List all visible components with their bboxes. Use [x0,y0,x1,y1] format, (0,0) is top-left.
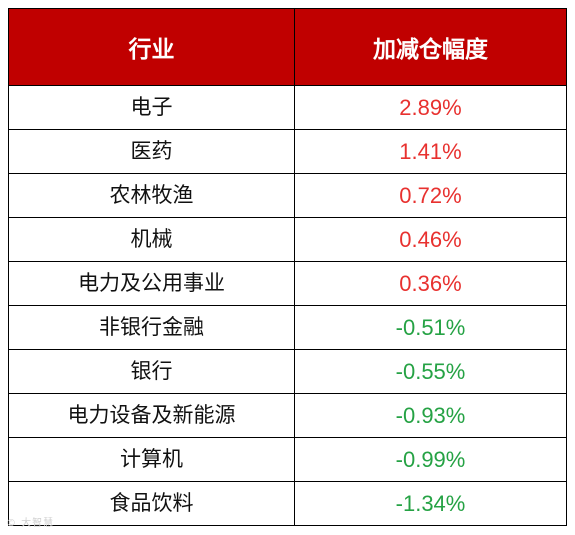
table-row: 银行 -0.55% [8,349,567,394]
table-row: 电力设备及新能源 -0.93% [8,393,567,438]
change-cell: 0.72% [294,173,567,218]
change-cell: -0.51% [294,305,567,350]
industry-cell: 电力及公用事业 [8,261,295,306]
table-row: 电力及公用事业 0.36% [8,261,567,306]
table-header-row: 行业 加减仓幅度 [8,8,567,86]
industry-cell: 机械 [8,217,295,262]
header-industry: 行业 [8,8,295,86]
industry-cell: 非银行金融 [8,305,295,350]
table-row: 农林牧渔 0.72% [8,173,567,218]
table-row: 电子 2.89% [8,85,567,130]
header-change: 加减仓幅度 [294,8,567,86]
watermark: © 大智慧 [6,518,55,529]
industry-cell: 医药 [8,129,295,174]
table-row: 非银行金融 -0.51% [8,305,567,350]
change-cell: -0.99% [294,437,567,482]
change-cell: -0.55% [294,349,567,394]
change-cell: 1.41% [294,129,567,174]
table-row: 医药 1.41% [8,129,567,174]
industry-cell: 食品饮料 [8,481,295,526]
industry-position-table: 行业 加减仓幅度 电子 2.89% 医药 1.41% 农林牧渔 0.72% 机械… [8,8,567,526]
table-row: 计算机 -0.99% [8,437,567,482]
industry-cell: 电力设备及新能源 [8,393,295,438]
change-cell: 0.46% [294,217,567,262]
industry-cell: 电子 [8,85,295,130]
table-row: 机械 0.46% [8,217,567,262]
industry-cell: 农林牧渔 [8,173,295,218]
industry-cell: 银行 [8,349,295,394]
change-cell: 0.36% [294,261,567,306]
change-cell: -0.93% [294,393,567,438]
change-cell: -1.34% [294,481,567,526]
change-cell: 2.89% [294,85,567,130]
industry-cell: 计算机 [8,437,295,482]
table-row: 食品饮料 -1.34% [8,481,567,526]
